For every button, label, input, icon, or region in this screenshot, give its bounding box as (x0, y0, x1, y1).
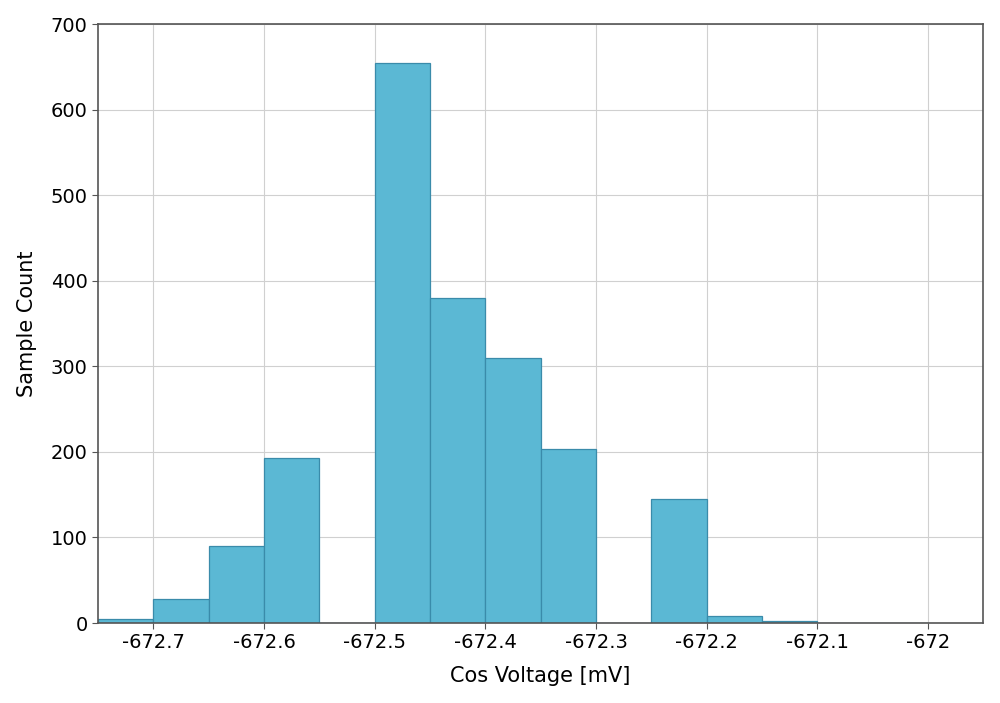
X-axis label: Cos Voltage [mV]: Cos Voltage [mV] (450, 666, 631, 686)
Bar (375, 63, 430, 623)
Y-axis label: Sample Count: Sample Count (17, 250, 37, 397)
Bar (762, 621, 817, 623)
Bar (209, 546, 264, 623)
Bar (485, 358, 541, 623)
Bar (264, 458, 319, 623)
Bar (651, 499, 707, 623)
Bar (153, 599, 209, 623)
Bar (430, 298, 485, 623)
Bar (541, 449, 596, 623)
Bar (98, 619, 153, 623)
Bar (707, 617, 762, 623)
